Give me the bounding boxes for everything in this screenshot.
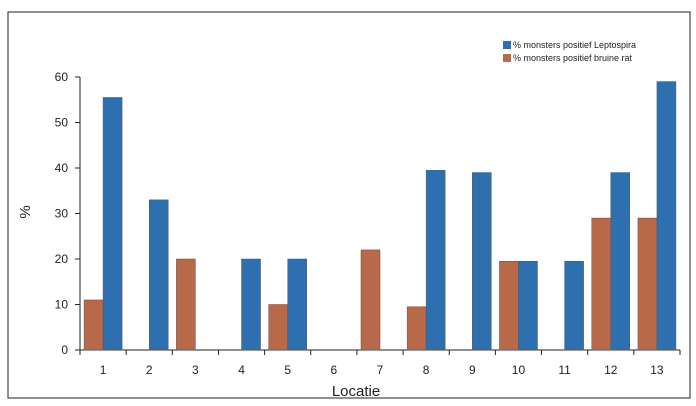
bar-leptospira-2 — [148, 199, 169, 351]
y-tick-label: 20 — [55, 252, 69, 266]
x-tick-label: 9 — [469, 363, 476, 377]
bar-bruine-rat-1 — [83, 299, 104, 351]
legend-label-bruine-rat: % monsters positief bruine rat — [513, 53, 633, 63]
x-tick-label: 7 — [377, 363, 384, 377]
legend-label-leptospira: % monsters positief Leptospira — [513, 40, 636, 50]
y-tick-label: 60 — [55, 70, 69, 84]
y-tick-label: 10 — [55, 298, 69, 312]
bar-leptospira-4 — [241, 258, 261, 351]
bar-bruine-rat-13 — [637, 217, 658, 351]
y-tick-label: 0 — [61, 343, 68, 357]
bar-bruine-rat-12 — [591, 217, 612, 351]
bar-leptospira-1 — [102, 97, 123, 351]
bar-leptospira-9 — [472, 172, 492, 351]
bar-bruine-rat-10 — [499, 261, 519, 351]
y-tick-label: 50 — [55, 116, 69, 130]
x-tick-label: 13 — [650, 363, 664, 377]
x-tick-label: 11 — [558, 363, 571, 377]
bar-leptospira-11 — [564, 261, 584, 351]
y-axis-label: % — [17, 205, 34, 218]
x-tick-label: 4 — [238, 363, 245, 377]
bar-bruine-rat-5 — [268, 304, 288, 351]
bar-bruine-rat-3 — [176, 258, 196, 351]
x-tick-label: 2 — [146, 363, 153, 377]
legend-swatch-leptospira — [503, 41, 511, 49]
x-tick-label: 3 — [192, 363, 199, 377]
bar-leptospira-5 — [287, 258, 307, 351]
x-tick-label: 8 — [423, 363, 430, 377]
bar-leptospira-13 — [656, 81, 677, 351]
x-axis-label: Locatie — [332, 383, 380, 400]
bar-bruine-rat-7 — [360, 249, 381, 351]
x-tick-label: 10 — [512, 363, 526, 377]
x-tick-label: 5 — [284, 363, 291, 377]
x-tick-label: 12 — [604, 363, 618, 377]
y-tick-label: 40 — [55, 161, 69, 175]
bar-bruine-rat-8 — [406, 306, 427, 351]
y-tick-label: 30 — [55, 207, 69, 221]
bar-leptospira-8 — [425, 170, 446, 351]
bar-leptospira-10 — [518, 261, 538, 351]
legend-swatch-bruine-rat — [503, 54, 511, 62]
bar-leptospira-12 — [610, 172, 631, 351]
legend: % monsters positief Leptospira % monster… — [503, 40, 636, 63]
x-tick-label: 1 — [100, 363, 107, 377]
x-tick-label: 6 — [331, 363, 338, 377]
